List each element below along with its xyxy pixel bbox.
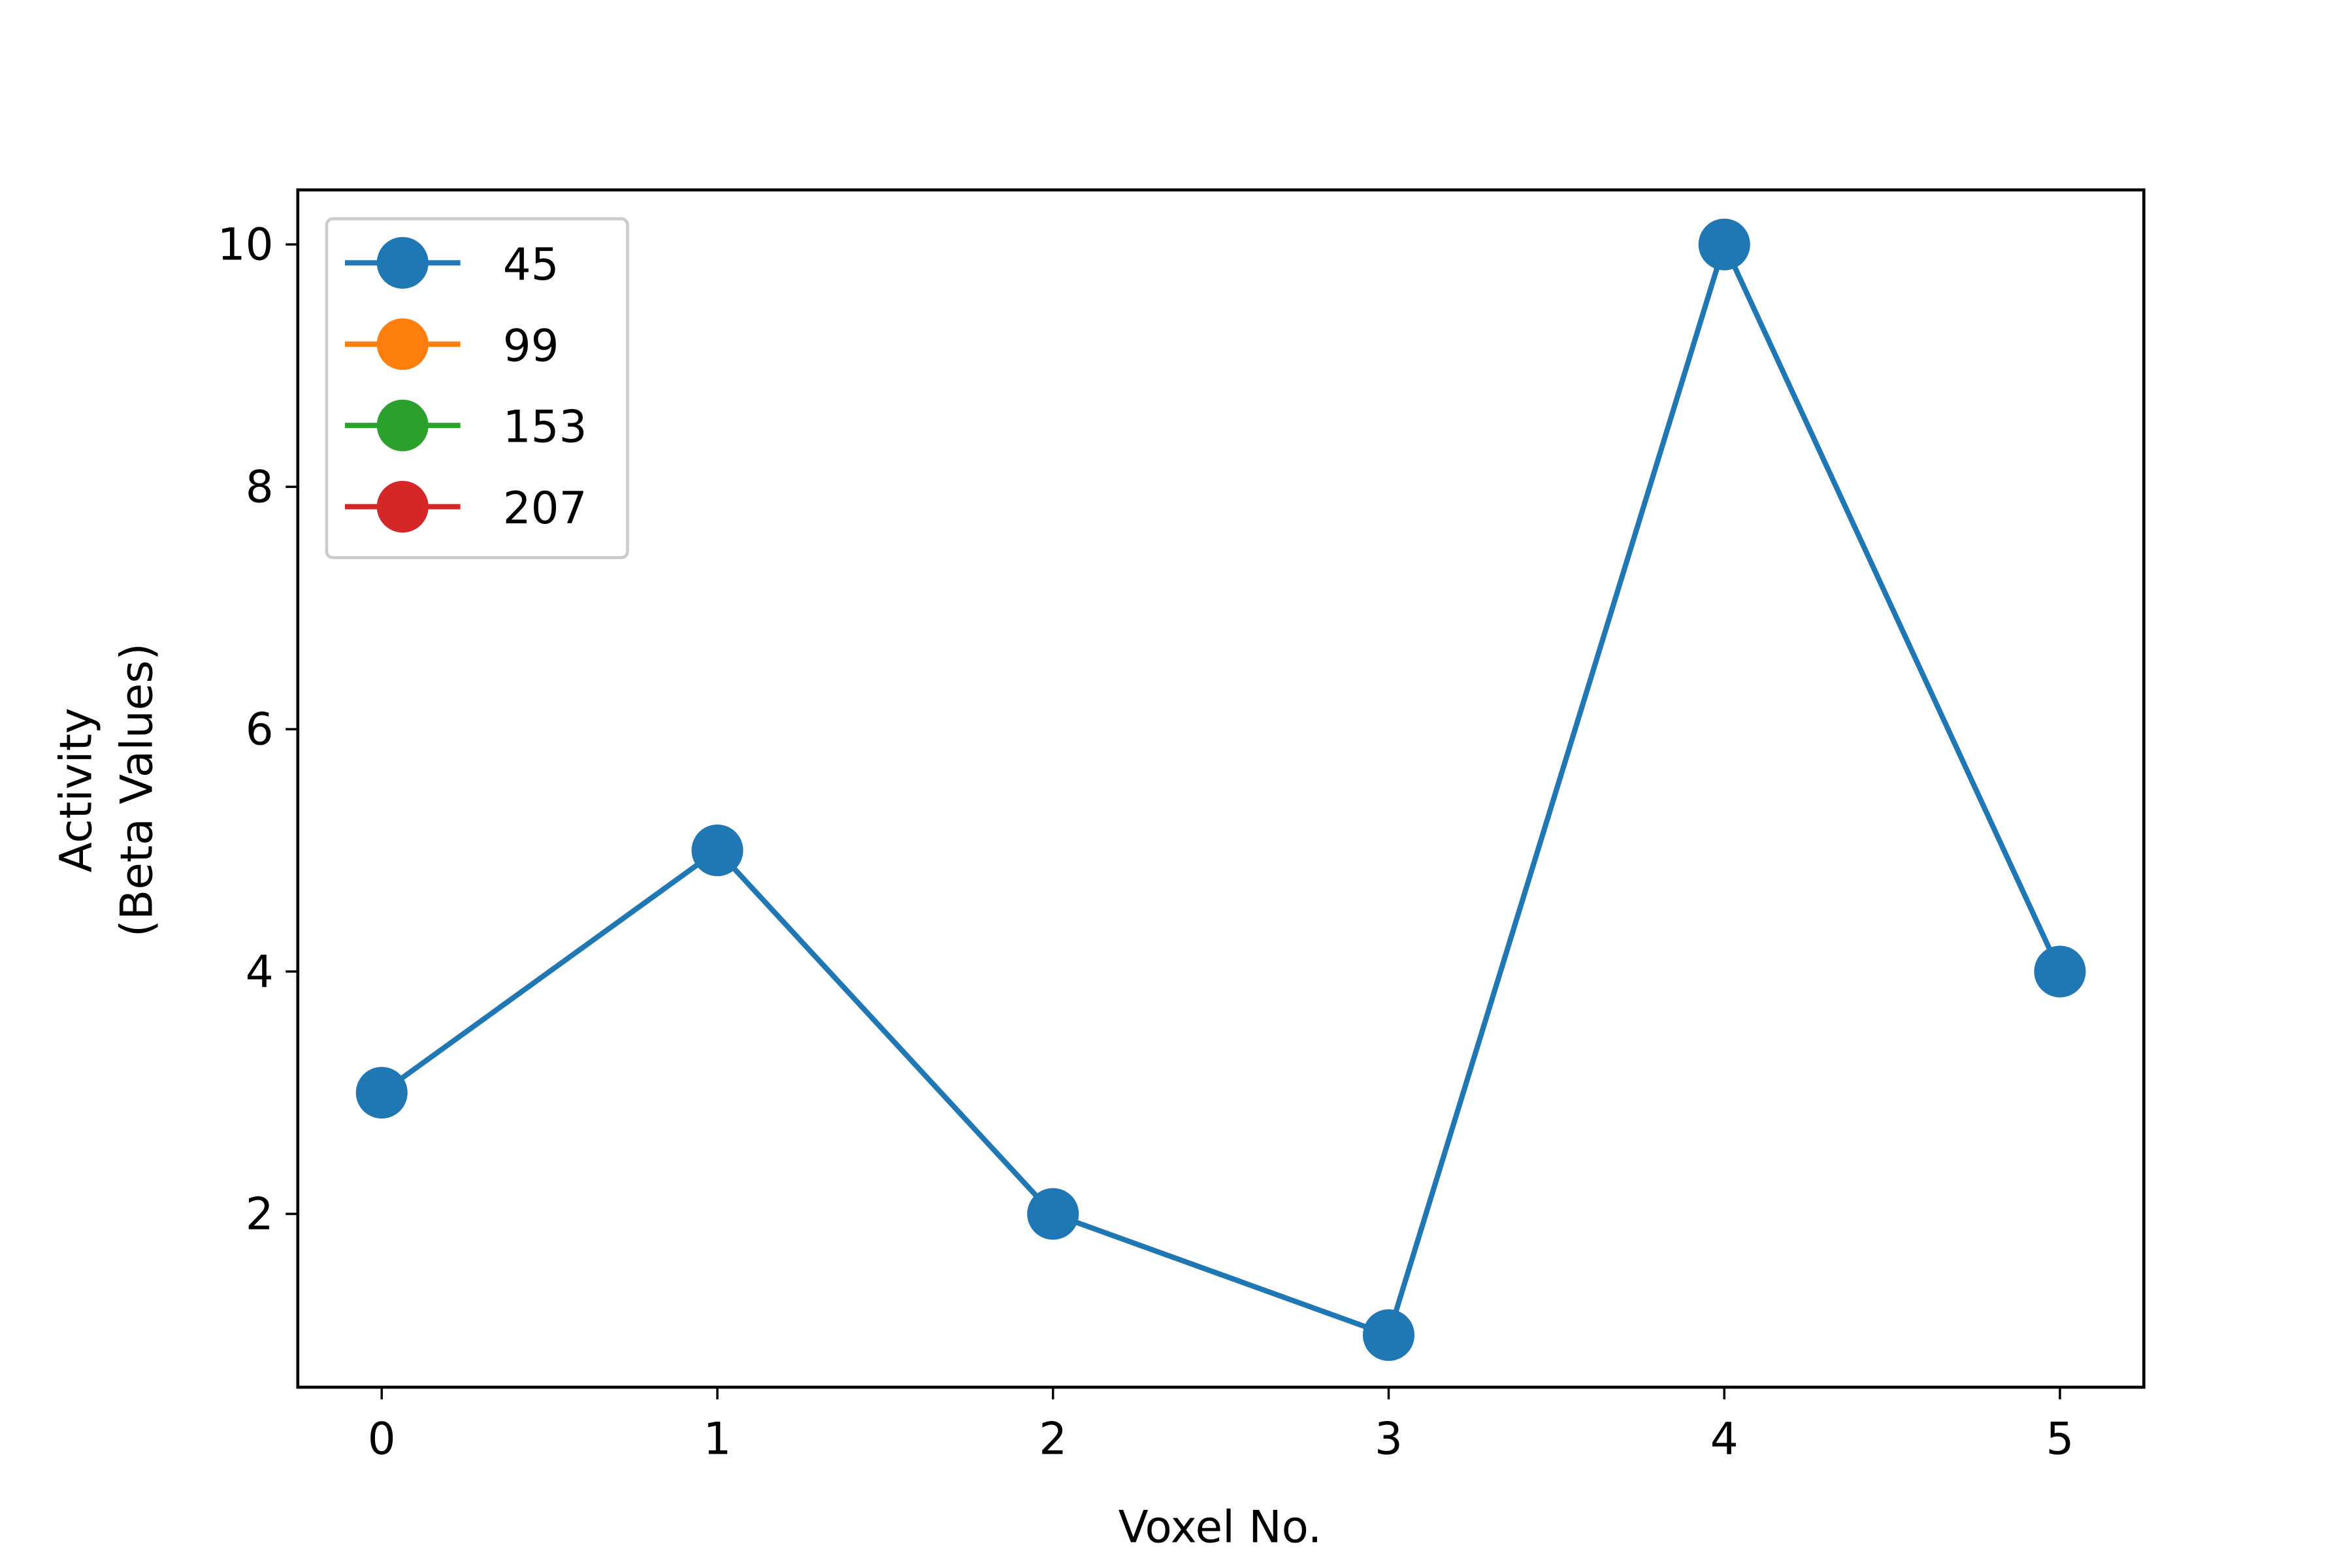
- series-line: [380, 237, 2063, 1339]
- legend-box: [325, 217, 629, 559]
- y-tick-label: 6: [246, 703, 274, 755]
- data-point: [355, 1067, 408, 1119]
- y-tick-label: 4: [246, 945, 274, 997]
- legend-label: 153: [503, 401, 587, 453]
- x-tick-label: 4: [1710, 1413, 1739, 1465]
- x-tick-label: 3: [1375, 1413, 1403, 1465]
- plot-frame: [296, 188, 2146, 1389]
- data-point: [1362, 1309, 1415, 1362]
- legend-label: 207: [503, 482, 587, 534]
- data-point: [1698, 218, 1750, 270]
- x-tick-label: 5: [2046, 1413, 2074, 1465]
- x-tick-label: 2: [1039, 1413, 1067, 1465]
- legend-label: 99: [503, 319, 559, 371]
- x-axis-label: Voxel No.: [1119, 1501, 1322, 1552]
- y-axis-label: Activity: [50, 708, 102, 872]
- y-tick-label: 10: [218, 218, 274, 270]
- legend-marker: [376, 237, 429, 289]
- y-tick-label: 8: [246, 461, 274, 512]
- legend-marker: [376, 481, 429, 533]
- legend-marker: [376, 399, 429, 451]
- x-tick-label: 0: [368, 1413, 396, 1465]
- x-tick-label: 1: [704, 1413, 732, 1465]
- data-point: [691, 825, 743, 877]
- y-axis-label: (Beta Values): [111, 643, 163, 937]
- legend: 45 99 153 207: [325, 217, 629, 559]
- legend-label: 45: [503, 238, 559, 290]
- data-point: [1027, 1188, 1079, 1240]
- data-point: [2034, 945, 2086, 998]
- y-tick-label: 2: [246, 1188, 274, 1239]
- legend-marker: [376, 318, 429, 370]
